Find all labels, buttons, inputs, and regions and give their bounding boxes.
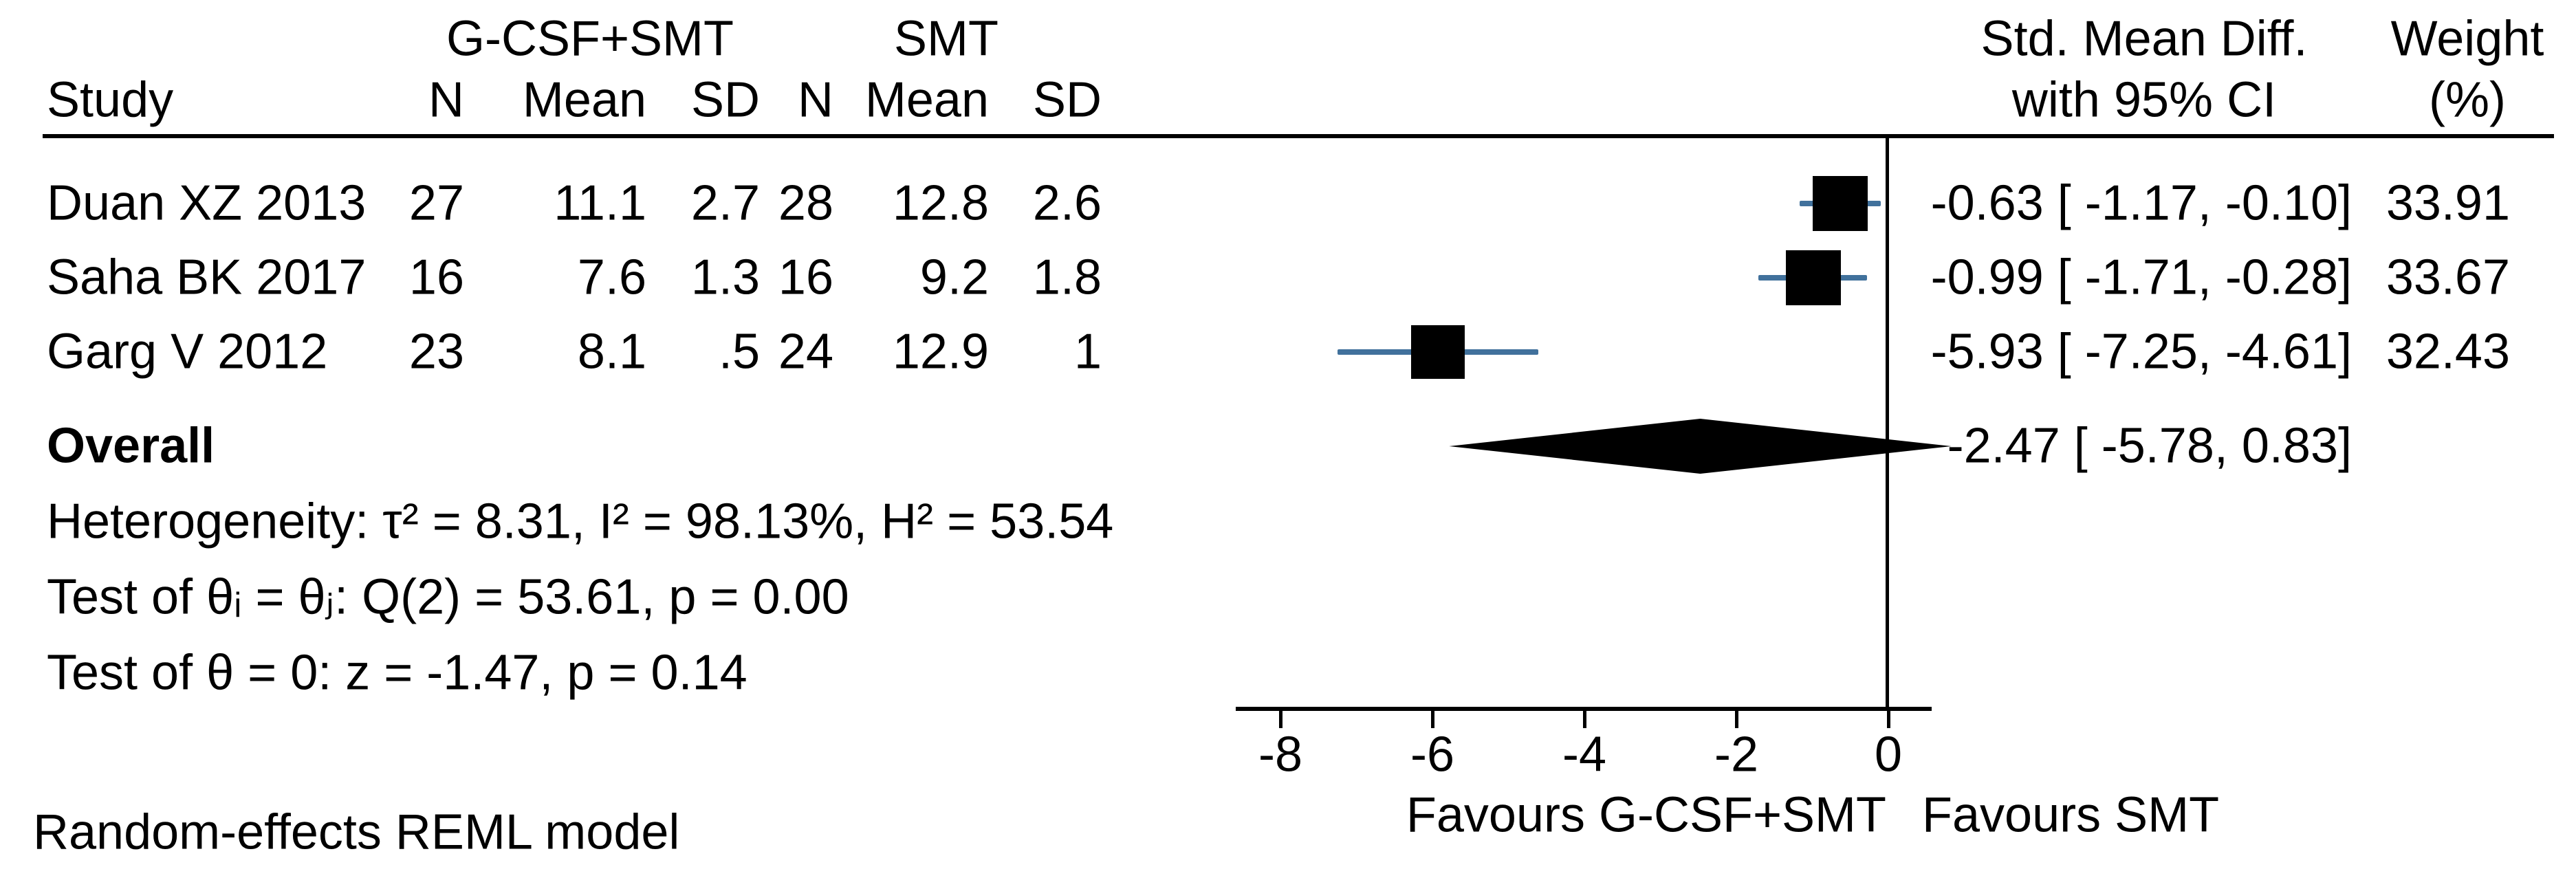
heterogeneity-text: Heterogeneity: τ² = 8.31, I² = 98.13%, H…: [47, 494, 1114, 549]
model-footnote: Random-effects REML model: [33, 804, 680, 860]
table-cell: 2.7: [690, 175, 760, 231]
ci-text: -5.93 [ -7.25, -4.61]: [1930, 324, 2352, 380]
table-cell: .5: [718, 324, 760, 380]
test-theta-equality-text: Test of θᵢ = θⱼ: Q(2) = 53.61, p = 0.00: [47, 569, 849, 625]
favours-left-label: Favours G-CSF+SMT: [1406, 787, 1886, 843]
effect-square: [1785, 250, 1841, 305]
table-cell: 16: [408, 250, 464, 305]
axis-tick: [1279, 709, 1282, 728]
ci-text: -0.63 [ -1.17, -0.10]: [1930, 175, 2352, 231]
weight-value: 33.67: [2386, 250, 2510, 305]
column-header-n-treat: N: [428, 72, 464, 128]
group-header-control: SMT: [894, 11, 998, 67]
weight-value: 33.91: [2386, 175, 2510, 231]
column-header-effect-line1: Std. Mean Diff.: [1980, 11, 2308, 67]
overall-ci-text: -2.47 [ -5.78, 0.83]: [1947, 418, 2352, 474]
group-header-treatment: G-CSF+SMT: [446, 11, 734, 67]
axis-tick-label: -8: [1258, 727, 1303, 782]
axis-tick: [1431, 709, 1434, 728]
table-cell: 23: [408, 324, 464, 380]
axis-tick: [1887, 709, 1890, 728]
column-header-n-ctrl: N: [798, 72, 833, 128]
test-theta-zero-text: Test of θ = 0: z = -1.47, p = 0.14: [47, 645, 747, 701]
table-cell: 12.8: [892, 175, 989, 231]
effect-square: [1410, 325, 1465, 379]
axis-tick: [1583, 709, 1586, 728]
zero-reference-line: [1886, 138, 1889, 711]
column-header-weight-line2: (%): [2429, 72, 2506, 128]
axis-tick-label: 0: [1874, 727, 1903, 782]
table-cell: 1: [1073, 324, 1102, 380]
column-header-effect-line2: with 95% CI: [2011, 72, 2277, 128]
table-cell: 24: [778, 324, 833, 380]
table-cell: 2.6: [1032, 175, 1102, 231]
axis-tick: [1735, 709, 1738, 728]
column-header-study: Study: [47, 72, 174, 128]
column-header-weight-line1: Weight: [2390, 11, 2544, 67]
column-header-mean-ctrl: Mean: [864, 72, 989, 128]
header-separator-line: [43, 134, 2554, 138]
study-name: Garg V 2012: [47, 324, 328, 380]
table-cell: 16: [778, 250, 833, 305]
favours-right-label: Favours SMT: [1922, 787, 2220, 843]
ci-text: -0.99 [ -1.71, -0.28]: [1930, 250, 2352, 305]
table-cell: 1.8: [1032, 250, 1102, 305]
weight-value: 32.43: [2386, 324, 2510, 380]
table-cell: 11.1: [554, 175, 646, 231]
axis-tick-label: -2: [1714, 727, 1759, 782]
study-name: Saha BK 2017: [47, 250, 367, 305]
column-header-mean-treat: Mean: [522, 72, 646, 128]
table-cell: 28: [778, 175, 833, 231]
table-cell: 8.1: [577, 324, 646, 380]
column-header-sd-ctrl: SD: [1032, 72, 1102, 128]
table-cell: 12.9: [892, 324, 989, 380]
table-cell: 1.3: [690, 250, 760, 305]
column-header-sd-treat: SD: [690, 72, 760, 128]
table-cell: 27: [408, 175, 464, 231]
table-cell: 7.6: [577, 250, 646, 305]
study-name: Duan XZ 2013: [47, 175, 367, 231]
axis-tick-label: -6: [1410, 727, 1455, 782]
axis-tick-label: -4: [1562, 727, 1607, 782]
overall-diamond: [1449, 419, 1952, 474]
overall-label: Overall: [47, 418, 215, 474]
effect-square: [1813, 176, 1868, 231]
table-cell: 9.2: [919, 250, 989, 305]
